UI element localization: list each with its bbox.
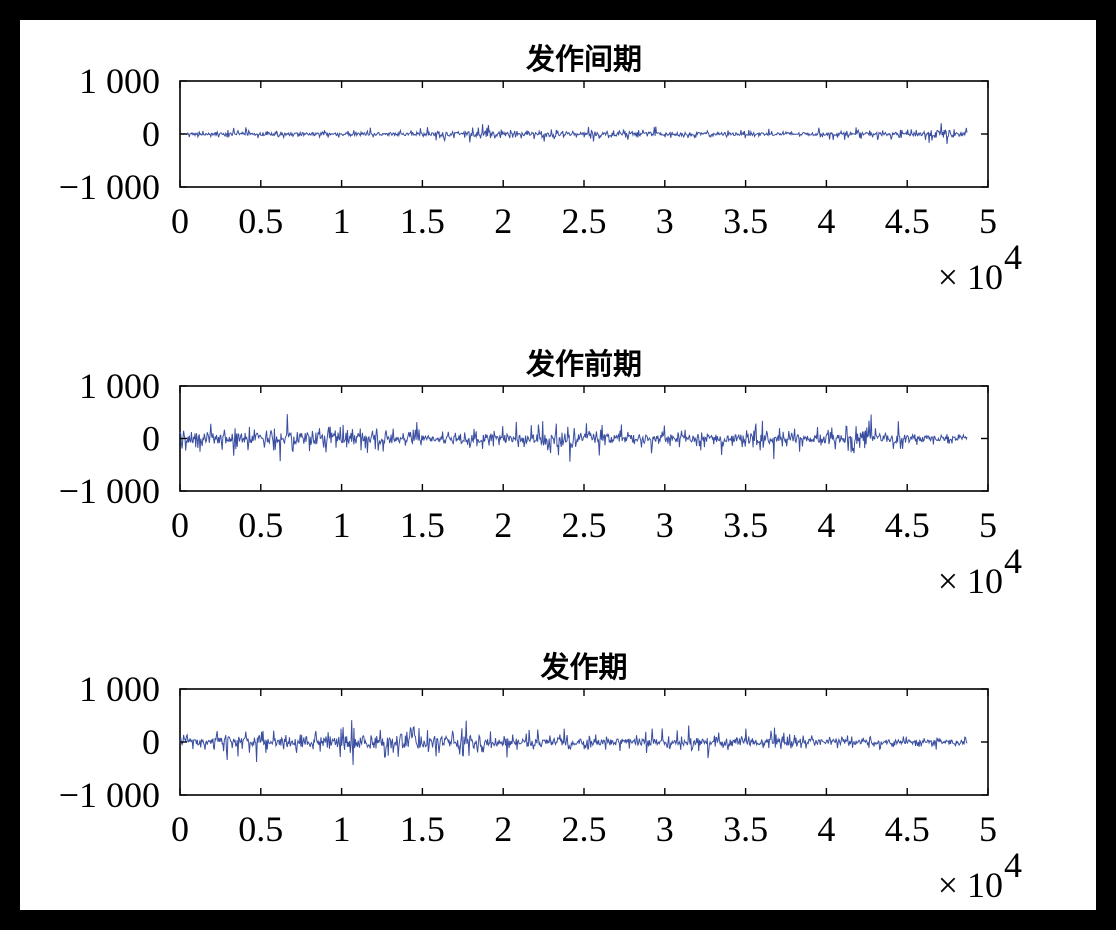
x-tick-label: 2 [494,505,512,545]
x-tick-label: 5 [979,505,997,545]
x-tick-label: 4 [817,505,835,545]
x-tick-label: 0.5 [238,809,283,849]
x-tick-label: 0 [171,505,189,545]
x-tick-label: 0 [171,201,189,241]
x-multiplier-label: × 10 [938,257,1003,297]
x-tick-label: 5 [979,809,997,849]
x-tick-label: 3.5 [723,201,768,241]
x-tick-label: 3.5 [723,809,768,849]
x-tick-label: 1 [333,201,351,241]
y-tick-label: 1 000 [79,366,160,406]
signal-line [179,720,968,766]
x-tick-label: 5 [979,201,997,241]
x-tick-label: 3 [656,505,674,545]
y-tick-label: 1 000 [79,669,160,709]
y-tick-label: −1 000 [59,775,160,815]
x-tick-label: 1 [333,505,351,545]
x-tick-label: 2.5 [562,201,607,241]
signal-line [179,414,968,462]
x-multiplier-exponent: 4 [1004,845,1022,885]
x-tick-label: 4 [817,201,835,241]
figure: 发作间期 0 0.5 1 1.5 2 2.5 3 3.5 4 4.5 5 1 000 0 −1 000 × 1… [20,20,1096,910]
x-tick-label: 4.5 [885,809,930,849]
x-tick-label: 4.5 [885,201,930,241]
y-tick-label: 1 000 [79,61,160,101]
x-tick-label: 3 [656,201,674,241]
subplot-1: 发作间期 0 0.5 1 1.5 2 2.5 3 3.5 4 4.5 5 1 000 0 −1 000 × 1… [59,42,1022,297]
x-tick-label: 2 [494,809,512,849]
x-tick-label: 3 [656,809,674,849]
subplot-title: 发作间期 [525,42,642,76]
x-tick-label: 0 [171,809,189,849]
x-tick-label: 2 [494,201,512,241]
subplot-3: 发作期 0 0.5 1 1.5 2 2.5 3 3.5 4 4.5 5 1 000 0 −1 000 × 10… [59,650,1022,905]
x-tick-label: 2.5 [562,809,607,849]
y-tick-label: 0 [142,114,160,154]
x-tick-label: 0.5 [238,505,283,545]
x-multiplier-label: × 10 [938,865,1003,905]
y-tick-label: 0 [142,722,160,762]
x-tick-label: 4 [817,809,835,849]
x-tick-label: 0.5 [238,201,283,241]
x-tick-label: 1 [333,809,351,849]
x-tick-label: 2.5 [562,505,607,545]
x-multiplier-exponent: 4 [1004,541,1022,581]
signal-line [179,123,968,145]
subplot-title: 发作期 [539,650,627,684]
y-tick-label: 0 [142,419,160,459]
y-tick-label: −1 000 [59,167,160,207]
x-tick-label: 3.5 [723,505,768,545]
x-tick-label: 4.5 [885,505,930,545]
subplot-2: 发作前期 0 0.5 1 1.5 2 2.5 3 3.5 4 4.5 5 1 000 0 −1 000 × 1… [59,347,1022,601]
y-tick-label: −1 000 [59,471,160,511]
x-tick-label: 1.5 [400,505,445,545]
x-multiplier-exponent: 4 [1004,237,1022,277]
subplot-title: 发作前期 [525,347,642,381]
x-tick-label: 1.5 [400,201,445,241]
x-multiplier-label: × 10 [938,561,1003,601]
x-tick-label: 1.5 [400,809,445,849]
